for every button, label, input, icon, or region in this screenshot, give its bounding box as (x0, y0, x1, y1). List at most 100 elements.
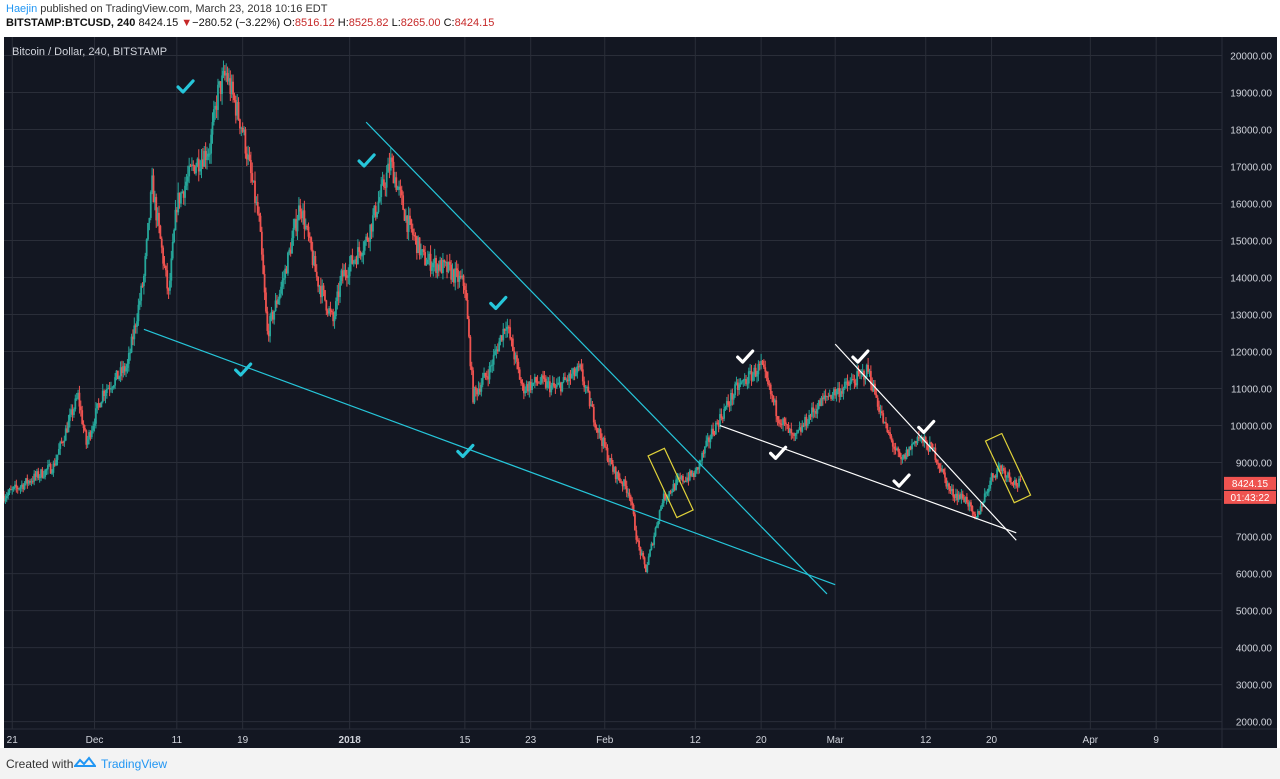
candle-body (26, 478, 29, 484)
candle-body (948, 483, 950, 490)
price-chart[interactable]: Bitcoin / Dollar, 240, BITSTAMP 2000.00 3… (3, 37, 1277, 748)
tradingview-logo-icon[interactable] (74, 756, 96, 770)
candle-body (524, 390, 527, 394)
x-tick-label: 23 (525, 735, 537, 746)
x-tick-label: Apr (1083, 735, 1099, 746)
candle-body (292, 227, 295, 239)
candle-body (463, 285, 466, 290)
checkmark-icon (456, 443, 475, 459)
candle-body (812, 407, 815, 413)
candle-body (664, 493, 667, 500)
trend-line (719, 424, 1017, 534)
candle-body (359, 251, 362, 256)
candle-body (299, 205, 302, 212)
y-tick-label: 19000.00 (1230, 89, 1272, 100)
candle-body (869, 371, 872, 385)
y-tick-label: 6000.00 (1236, 570, 1273, 581)
candle-body (765, 371, 768, 378)
candle-body (100, 402, 103, 408)
candle-body (86, 439, 89, 445)
candle-body (779, 423, 782, 425)
chart-panel[interactable]: Bitcoin / Dollar, 240, BITSTAMP 2000.00 3… (3, 37, 1277, 748)
candle-body (64, 428, 67, 441)
candle-body (550, 385, 553, 393)
candle-body (1004, 470, 1007, 478)
tradingview-link[interactable]: TradingView (101, 757, 168, 771)
candle-body (89, 432, 92, 438)
candle-body (451, 269, 454, 280)
candle-body (502, 328, 505, 341)
candle-body (93, 423, 96, 426)
candle-body (62, 442, 64, 444)
candle-body (631, 501, 634, 505)
time-scale[interactable]: 21 Dec 11 19 2018 15 23 Feb 12 20 Mar 12 20 Apr 9 (7, 735, 1160, 746)
candle-body (856, 371, 859, 386)
candle-body (315, 271, 318, 277)
candle-body (99, 403, 101, 408)
candle-body (723, 409, 726, 419)
candle-body (682, 475, 684, 482)
candle-body (581, 369, 584, 382)
candle-body (211, 122, 214, 135)
candle-body (662, 493, 665, 504)
candle-body (145, 239, 148, 257)
candle-body (488, 365, 491, 380)
candle-body (387, 163, 389, 173)
candle-body (296, 220, 299, 232)
candle-body (447, 261, 450, 273)
candle-body (728, 404, 731, 406)
candle-body (160, 238, 163, 248)
candle-body (178, 192, 181, 204)
x-tick-label: 9 (1153, 735, 1159, 746)
author-link[interactable]: Haejin (6, 3, 38, 15)
candle-body (122, 366, 125, 374)
candle-body (413, 234, 416, 236)
candle-body (837, 388, 839, 392)
candle-body (937, 462, 939, 464)
candle-body (688, 470, 691, 481)
candle-body (369, 224, 372, 242)
candle-body (60, 441, 63, 443)
candle-body (193, 165, 196, 174)
candle-body (244, 129, 247, 154)
candle-body (760, 360, 763, 365)
candle-body (624, 479, 627, 486)
y-tick-label: 11000.00 (1231, 385, 1272, 396)
candle-body (657, 520, 660, 526)
candle-body (503, 328, 506, 331)
candle-body (94, 408, 97, 424)
candle-body (902, 454, 905, 459)
candle-body (1015, 479, 1018, 486)
candles (3, 60, 1022, 574)
candle-body (218, 81, 221, 85)
candle-body (964, 496, 967, 502)
candle-body (267, 330, 270, 337)
candle-body (609, 458, 612, 462)
candle-body (67, 420, 70, 433)
candle-body (861, 370, 864, 372)
candle-body (155, 197, 158, 221)
candle-body (505, 329, 507, 331)
x-tick-label: 12 (690, 735, 702, 746)
candle-body (558, 382, 561, 384)
candle-body (137, 304, 140, 322)
candle-body (917, 437, 920, 439)
candle-body (961, 493, 964, 499)
price-scale[interactable]: 2000.00 3000.00 4000.00 5000.00 6000.00 7000.… (1230, 52, 1272, 729)
candle-body (882, 413, 885, 423)
candle-body (343, 269, 346, 277)
candle-body (827, 396, 830, 398)
candle-body (88, 432, 90, 440)
candle-body (561, 382, 564, 392)
candle-body (679, 477, 682, 479)
candle-body (697, 467, 699, 470)
candle-body (251, 173, 254, 182)
candle-body (810, 407, 813, 417)
candle-body (29, 480, 31, 483)
candle-body (754, 367, 757, 377)
candle-body (370, 224, 373, 232)
candle-body (392, 161, 395, 184)
candle-body (750, 371, 753, 381)
candle-body (385, 172, 388, 188)
candle-body (252, 180, 255, 182)
